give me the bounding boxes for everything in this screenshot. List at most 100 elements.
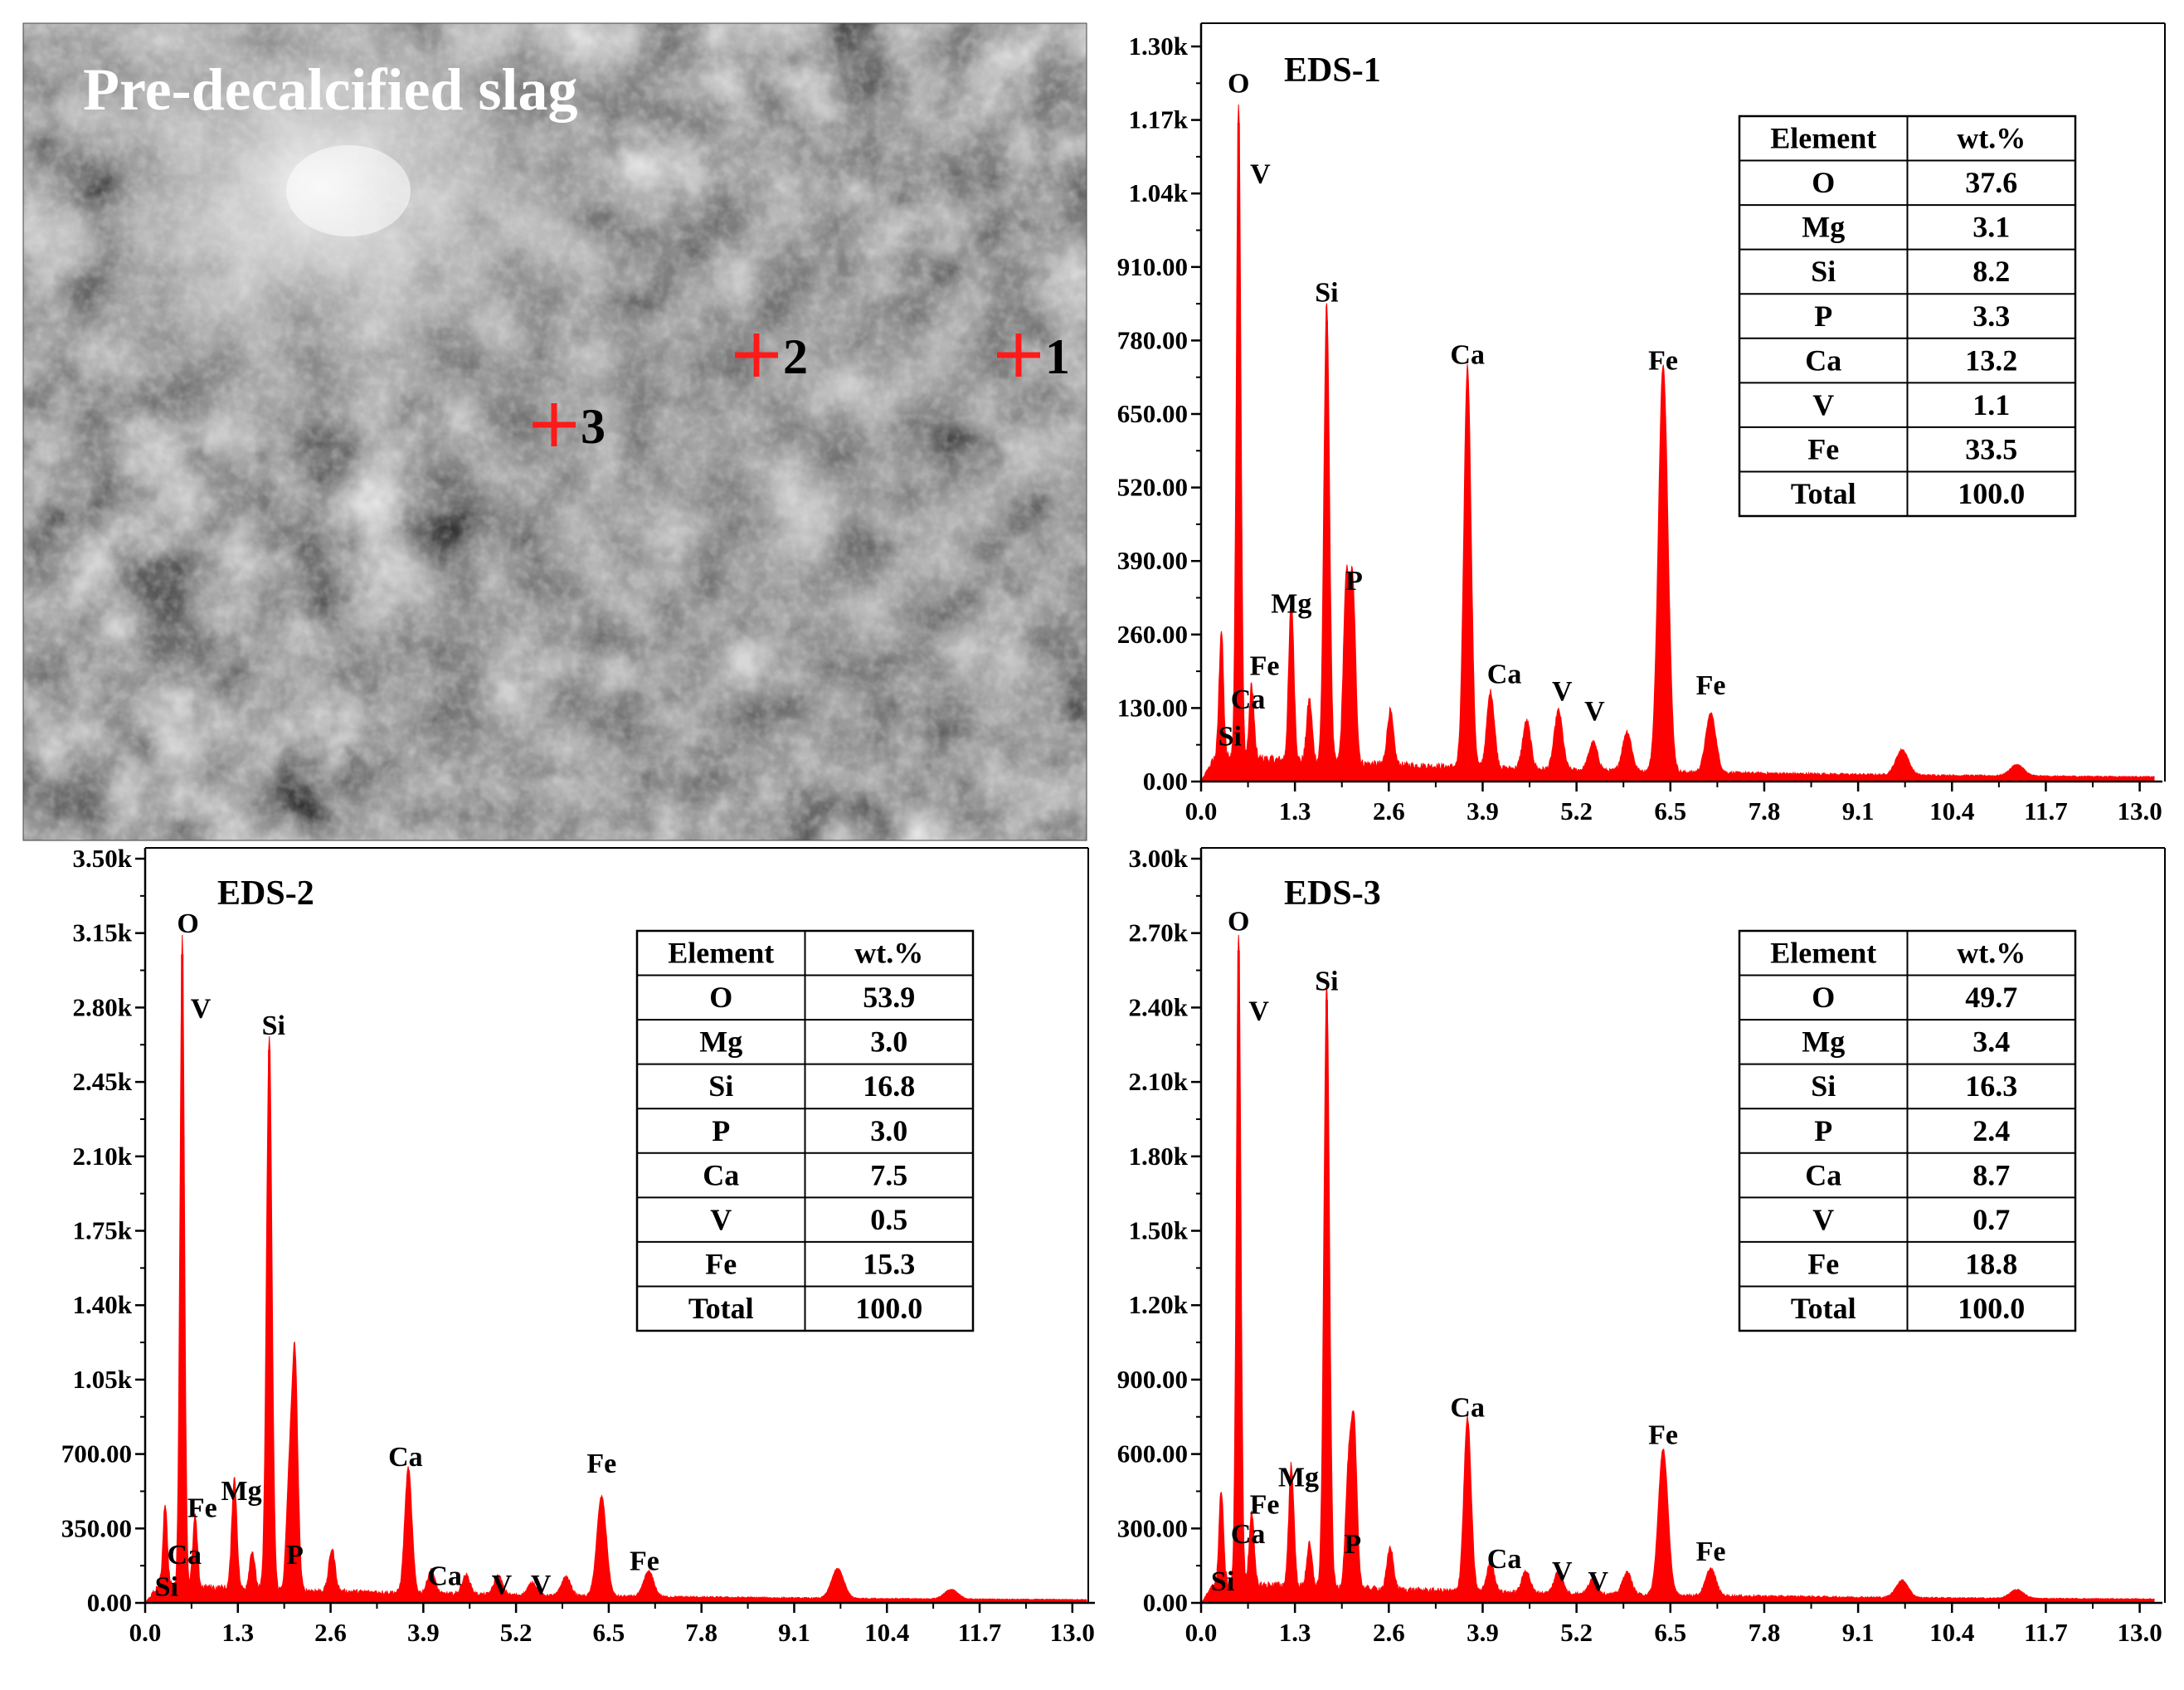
- y-tick-label: 2.40k: [1129, 992, 1189, 1021]
- y-tick-label: 2.10k: [1129, 1067, 1189, 1096]
- table-row: Total 100.0: [1791, 477, 2025, 510]
- y-tick-label: 350.00: [61, 1513, 132, 1542]
- table-cell-element: V: [1812, 388, 1834, 421]
- y-tick-label: 780.00: [1117, 325, 1188, 354]
- y-tick-label: 2.10k: [73, 1142, 133, 1171]
- table-row: Fe 33.5: [1807, 432, 2017, 465]
- peak-label: V: [1248, 996, 1269, 1026]
- sem-marker-label: 2: [783, 329, 808, 384]
- peak-label: V: [1552, 1556, 1573, 1587]
- peak-label: Fe: [187, 1493, 217, 1524]
- peak-label: O: [1228, 907, 1249, 938]
- x-tick-label: 0.0: [1185, 796, 1218, 826]
- y-tick-label: 700.00: [61, 1439, 132, 1468]
- peak-label: P: [1344, 1529, 1361, 1560]
- y-tick-label: 900.00: [1117, 1365, 1188, 1394]
- y-tick-label: 600.00: [1117, 1439, 1188, 1468]
- peak-label: Si: [155, 1571, 178, 1602]
- x-tick-label: 13.0: [2117, 796, 2162, 826]
- y-tick-label: 910.00: [1117, 252, 1188, 281]
- table-cell-element: Total: [688, 1292, 754, 1325]
- x-tick-label: 13.0: [2117, 1618, 2162, 1647]
- table-row: Mg 3.4: [1802, 1025, 2010, 1059]
- table-cell-element: Si: [708, 1069, 733, 1103]
- table-cell-value: 16.8: [863, 1069, 915, 1103]
- table-cell-element: Total: [1791, 477, 1856, 510]
- y-tick-label: 1.04k: [1129, 178, 1189, 207]
- eds-3-panel: 0.00 300.00 600.00 900.00 1.20k 1.50k 1.80k 2.1…: [1117, 844, 2166, 1647]
- table-cell-element: P: [1814, 1114, 1832, 1147]
- y-tick-label: 650.00: [1117, 399, 1188, 428]
- peak-label: Fe: [1696, 1537, 1726, 1567]
- x-tick-label: 1.3: [1279, 1618, 1311, 1647]
- table-cell-value: 7.5: [870, 1158, 907, 1191]
- x-tick-label: 10.4: [1929, 796, 1974, 826]
- table-row: P 3.0: [712, 1114, 907, 1147]
- table-row: Fe 18.8: [1807, 1247, 2017, 1280]
- table-header-row: Element wt.%: [668, 937, 923, 970]
- sem-markers: 1 2 3: [533, 329, 1070, 454]
- sem-marker-2: 2: [735, 329, 808, 384]
- y-tick-label: 300.00: [1117, 1513, 1188, 1542]
- peak-label: Fe: [1648, 1420, 1678, 1451]
- table-cell-element: Ca: [1805, 1158, 1841, 1191]
- sem-marker-3: 3: [533, 399, 606, 454]
- table-cell-value: 18.8: [1965, 1247, 2017, 1280]
- table-row: Fe 15.3: [705, 1247, 915, 1280]
- x-tick-label: 11.7: [958, 1618, 1002, 1647]
- table-cell-value: 15.3: [863, 1247, 915, 1280]
- peak-label: Ca: [427, 1561, 462, 1592]
- table-row: Si 16.8: [708, 1069, 915, 1103]
- peak-label: Ca: [1450, 339, 1485, 370]
- table-cell-element: Fe: [705, 1247, 737, 1280]
- panel-title: EDS-1: [1284, 51, 1381, 90]
- table-cell-value: 3.0: [870, 1025, 907, 1059]
- table-row: V 1.1: [1812, 388, 2010, 421]
- table-cell-value: 3.4: [1972, 1025, 2010, 1059]
- peak-label: V: [1552, 676, 1573, 707]
- composition-table: Element wt.% O 49.7 Mg 3.4 Si 16.3 P 2.4 Ca 8.7 V 0.7…: [1738, 929, 2077, 1332]
- panel-title: EDS-3: [1284, 874, 1381, 913]
- eds-2-panel: 0.00 350.00 700.00 1.05k 1.40k 1.75k 2.10k 2.45…: [61, 844, 1095, 1647]
- y-tick-label: 0.00: [1143, 767, 1188, 796]
- peak-label: Si: [1315, 278, 1338, 309]
- peak-label: V: [1588, 1566, 1608, 1597]
- y-tick-label: 1.80k: [1129, 1142, 1189, 1171]
- table-cell-value: 37.6: [1965, 166, 2017, 199]
- table-cell-element: V: [710, 1203, 732, 1236]
- table-cell-value: 100.0: [855, 1292, 922, 1325]
- x-tick-label: 3.9: [1467, 1618, 1499, 1647]
- x-tick-label: 3.9: [407, 1618, 440, 1647]
- table-cell-value: 33.5: [1965, 432, 2017, 465]
- y-tick-label: 3.00k: [1129, 844, 1189, 873]
- table-header-cell: Element: [668, 937, 774, 970]
- table-cell-value: 0.7: [1972, 1203, 2010, 1236]
- peak-label: Ca: [1487, 1544, 1522, 1575]
- y-tick-label: 520.00: [1117, 473, 1188, 502]
- y-tick-label: 1.05k: [73, 1365, 133, 1394]
- composition-table: Element wt.% O 53.9 Mg 3.0 Si 16.8 P 3.0 Ca 7.5 V 0.5…: [635, 929, 975, 1332]
- x-tick-label: 10.4: [864, 1618, 909, 1647]
- table-row: O 53.9: [709, 981, 915, 1014]
- table-cell-element: V: [1812, 1203, 1834, 1236]
- y-tick-label: 3.15k: [73, 918, 133, 947]
- table-header-cell: Element: [1770, 937, 1876, 970]
- x-tick-label: 9.1: [1842, 796, 1875, 826]
- peak-label: Fe: [1250, 1489, 1280, 1520]
- table-cell-value: 100.0: [1958, 477, 2025, 510]
- table-cell-element: Mg: [1802, 211, 1845, 244]
- table-header-cell: wt.%: [1957, 937, 2026, 970]
- table-cell-element: Si: [1811, 255, 1836, 288]
- table-cell-element: Mg: [699, 1025, 742, 1059]
- x-tick-label: 6.5: [1654, 796, 1686, 826]
- sem-marker-1: 1: [997, 329, 1070, 384]
- table-header-row: Element wt.%: [1770, 937, 2026, 970]
- table-row: Mg 3.0: [699, 1025, 907, 1059]
- table-row: Ca 13.2: [1805, 343, 2017, 377]
- table-header-row: Element wt.%: [1770, 122, 2026, 155]
- peak-label: Mg: [1278, 1462, 1319, 1493]
- table-row: Total 100.0: [688, 1292, 922, 1325]
- x-tick-label: 9.1: [1842, 1618, 1875, 1647]
- x-tick-label: 1.3: [221, 1618, 254, 1647]
- x-tick-label: 5.2: [1560, 1618, 1593, 1647]
